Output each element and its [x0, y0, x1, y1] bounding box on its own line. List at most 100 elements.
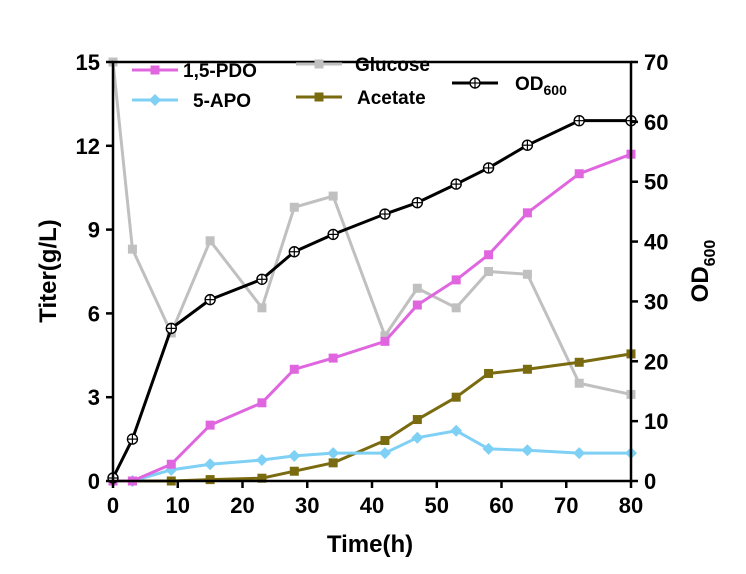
y-axis-title: Titer(g/L)	[35, 219, 62, 323]
point-od600-11	[521, 139, 534, 151]
point-1-5-pdo-10	[484, 250, 494, 260]
y-tick-label-5: 15	[76, 50, 100, 75]
legend-marker-acetate	[314, 92, 324, 102]
point-5-apo-10	[482, 442, 495, 455]
y-tick-label-3: 9	[88, 218, 100, 243]
point-5-apo-11	[521, 444, 534, 457]
point-1-5-pdo-6	[328, 353, 338, 363]
point-1-5-pdo-4	[257, 398, 267, 408]
series-od600	[107, 114, 637, 484]
y-tick-label-4: 12	[76, 134, 100, 159]
point-glucose-1	[127, 244, 137, 254]
point-glucose-10	[484, 267, 494, 276]
x-tick-label-2: 20	[230, 493, 254, 518]
line-5-apo	[113, 429, 631, 483]
point-od600-2	[165, 322, 177, 335]
y2-tick-label-2: 20	[644, 349, 668, 374]
line-glucose	[111, 61, 632, 396]
point-od600-12	[573, 114, 585, 127]
y2-tick-label-5: 50	[644, 170, 668, 195]
legend-label-acetate: Acetate	[357, 88, 426, 109]
legend-item-glucose: Glucose	[296, 55, 430, 76]
legend-item-od600: OD600	[452, 74, 567, 98]
legend-marker-glucose	[314, 59, 324, 69]
x-tick-label-4: 40	[360, 493, 384, 518]
point-acetate-11	[522, 364, 532, 374]
plot-frame	[111, 60, 633, 483]
x-tick-label-1: 10	[166, 493, 190, 518]
point-od600-6	[327, 228, 339, 241]
line-acetate	[113, 352, 632, 483]
point-1-5-pdo-7	[380, 336, 390, 346]
legend-item-5-apo: 5-APO	[132, 91, 251, 112]
point-acetate-5	[289, 466, 299, 476]
legend-marker-5-apo	[149, 94, 161, 106]
point-5-apo-3	[204, 458, 217, 471]
x-tick-label-7: 70	[554, 493, 578, 518]
legend-item-acetate: Acetate	[296, 88, 426, 109]
point-glucose-4	[257, 303, 267, 313]
point-1-5-pdo-11	[522, 208, 532, 218]
series-acetate	[108, 349, 636, 486]
point-acetate-10	[484, 368, 494, 378]
x-tick-label-5: 50	[425, 493, 449, 518]
point-1-5-pdo-9	[451, 275, 461, 285]
point-glucose-7	[380, 331, 390, 341]
point-5-apo-8	[411, 431, 424, 444]
legend-label-5-apo: 5-APO	[193, 91, 251, 112]
point-glucose-8	[412, 283, 422, 293]
point-od600-4	[256, 273, 268, 285]
point-od600-5	[288, 246, 300, 258]
point-5-apo-7	[378, 447, 391, 460]
point-5-apo-6	[327, 447, 340, 460]
y2-tick-label-4: 40	[644, 230, 668, 255]
axes	[111, 60, 633, 483]
y-tick-label-0: 0	[88, 469, 100, 494]
series-5-apo	[107, 424, 637, 487]
legend-marker-od600	[469, 77, 481, 89]
x-tick-label-3: 30	[295, 493, 319, 518]
point-od600-8	[411, 196, 424, 209]
point-5-apo-4	[255, 454, 268, 467]
point-glucose-9	[451, 303, 461, 313]
point-1-5-pdo-12	[574, 169, 584, 179]
y2-tick-label-0: 0	[644, 469, 656, 494]
y-tick-label-1: 3	[88, 385, 100, 410]
point-od600-1	[126, 433, 139, 445]
plot-lines	[107, 57, 637, 487]
point-glucose-6	[328, 191, 338, 201]
legend-label-glucose: Glucose	[355, 55, 430, 76]
y2-tick-label-7: 70	[644, 50, 668, 75]
point-1-5-pdo-2	[166, 459, 176, 469]
point-5-apo-12	[573, 447, 586, 460]
line-1-5-pdo	[113, 152, 632, 483]
point-acetate-12	[574, 357, 584, 367]
x-tick-label-8: 80	[619, 493, 643, 518]
point-glucose-11	[522, 269, 532, 279]
x-tick-label-0: 0	[107, 493, 119, 518]
point-glucose-3	[205, 236, 215, 246]
point-od600-10	[482, 162, 495, 174]
point-acetate-7	[380, 435, 390, 445]
legend-item-1-5-pdo: 1,5-PDO	[132, 61, 257, 82]
y2-tick-label-3: 30	[644, 289, 668, 314]
point-5-apo-9	[450, 424, 463, 437]
y2-tick-label-6: 60	[644, 110, 668, 135]
point-1-5-pdo-8	[412, 300, 422, 310]
point-acetate-4	[257, 473, 267, 483]
x-axis-title: Time(h)	[327, 531, 413, 558]
point-acetate-9	[451, 392, 461, 402]
point-acetate-6	[328, 458, 338, 468]
legend-label-od600: OD600	[515, 74, 567, 98]
line-od600	[111, 119, 631, 479]
point-acetate-3	[205, 475, 215, 485]
point-glucose-12	[574, 378, 584, 388]
point-od600-7	[379, 208, 391, 220]
y-tick-label-2: 6	[88, 301, 100, 326]
point-glucose-5	[289, 202, 299, 212]
legend-label-1-5-pdo: 1,5-PDO	[183, 61, 257, 82]
point-acetate-8	[412, 415, 422, 425]
y2-tick-label-1: 10	[644, 409, 668, 434]
